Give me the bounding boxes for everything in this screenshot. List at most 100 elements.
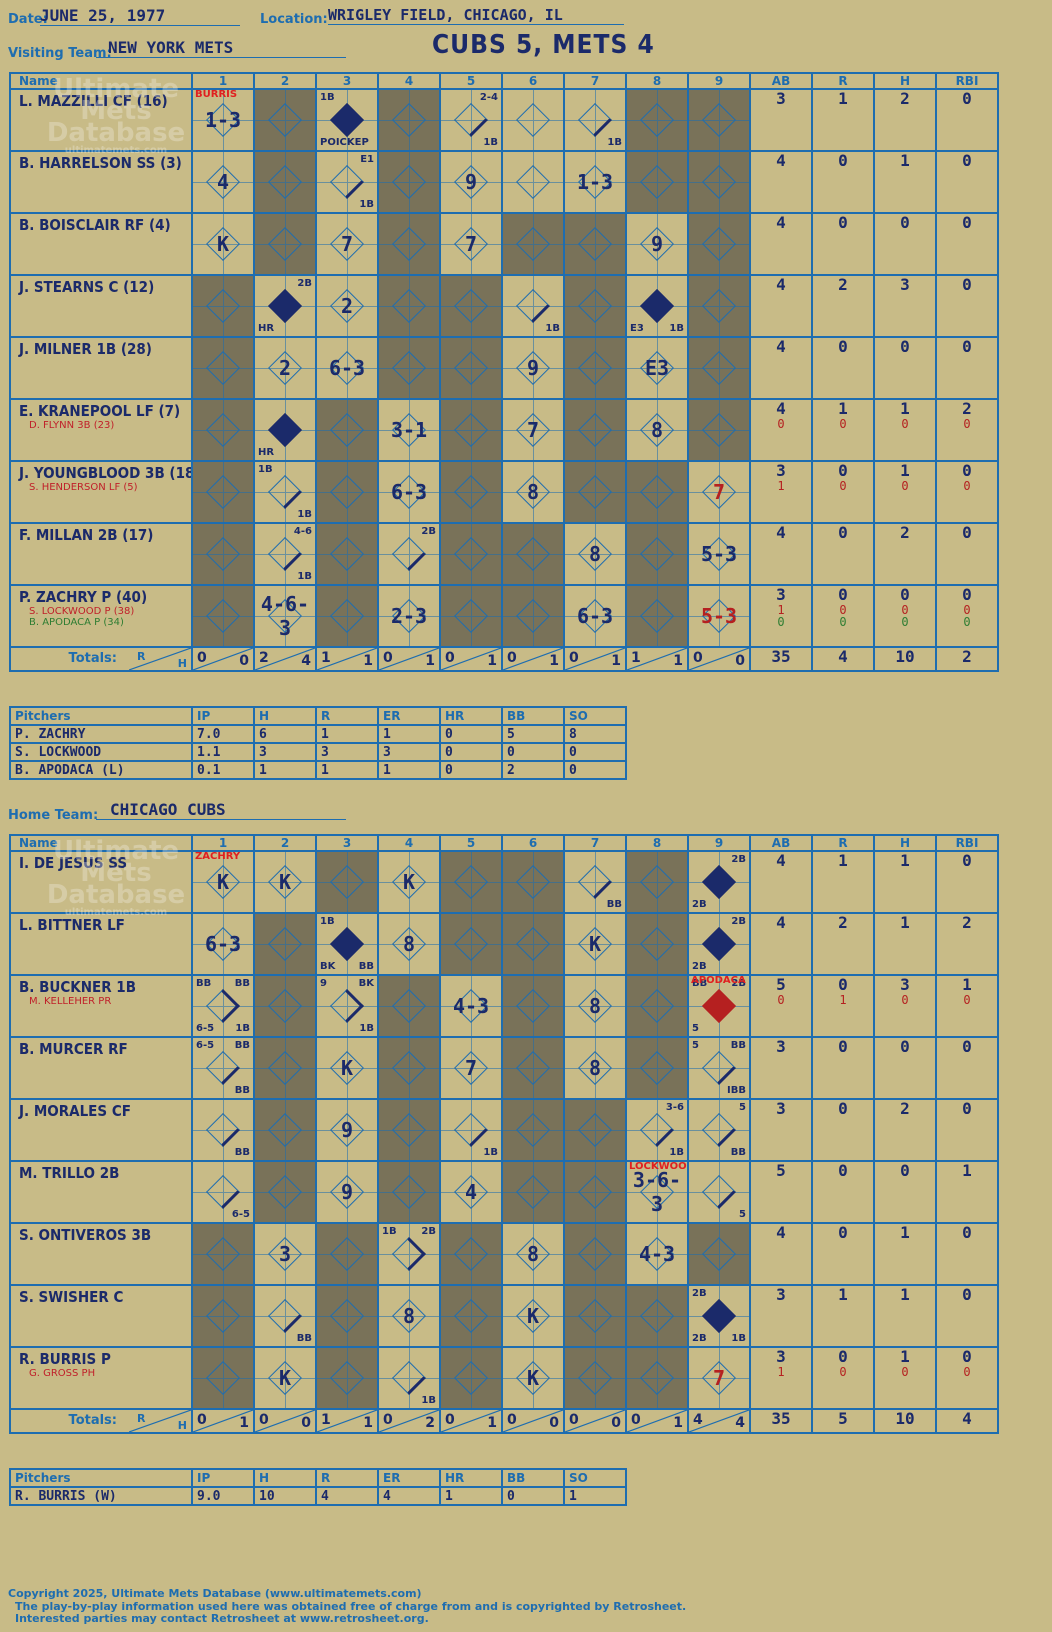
player-stat-h: 1 — [873, 1284, 937, 1348]
pitcher-h: 3 — [253, 742, 317, 762]
cell-grid-lines — [380, 1039, 438, 1097]
inning-header-9: 9 — [687, 834, 751, 852]
pitcher-change-note: ZACHRY — [195, 851, 241, 862]
player-name: B. HARRELSON SS (3) — [19, 154, 182, 172]
at-bat-cell-inning-4: 6-3 — [377, 460, 441, 524]
cell-grid-lines — [318, 977, 376, 1035]
inning-hits: 1 — [425, 653, 435, 669]
inning-runs: 0 — [197, 650, 207, 666]
scorecard-header-row: Name 1 2 3 4 5 6 7 8 9 AB R H RBI — [9, 834, 999, 852]
base-note: BB — [234, 1085, 250, 1096]
player-stat-rbi: 0 — [935, 274, 999, 338]
player-name-cell: I. DE JESUS SS — [9, 850, 193, 914]
cell-grid-lines — [628, 401, 686, 459]
play-result: 5-3 — [700, 604, 738, 628]
at-bat-cell-inning-5: 9 — [439, 150, 503, 214]
at-bat-cell-inning-9 — [687, 150, 751, 214]
at-bat-cell-inning-8 — [625, 850, 689, 914]
cell-grid-lines — [504, 215, 562, 273]
runs-key: R — [137, 650, 146, 663]
cell-grid-lines — [194, 401, 252, 459]
cell-grid-lines — [380, 525, 438, 583]
base-note: 6-5 — [196, 1023, 215, 1034]
cell-grid-lines — [566, 215, 624, 273]
at-bat-cell-inning-3: K — [315, 1036, 379, 1100]
at-bat-cell-inning-2 — [253, 1098, 317, 1162]
stat-value: 0 — [962, 151, 972, 170]
at-bat-cell-inning-8 — [625, 1284, 689, 1348]
stat-value: 0 — [839, 615, 847, 629]
stat-value: 1 — [900, 1223, 910, 1242]
stat-value: 1 — [838, 1285, 848, 1304]
diagonal-divider — [566, 1411, 624, 1431]
pitching-col-so: SO — [563, 1468, 627, 1488]
pitching-col-h: H — [253, 706, 317, 726]
cell-grid-lines — [318, 1163, 376, 1221]
name-column-header: Name — [9, 72, 193, 90]
cell-grid-lines — [566, 1163, 624, 1221]
pitcher-r: 4 — [315, 1486, 379, 1506]
cell-grid-lines — [256, 1101, 314, 1159]
diagonal-divider — [690, 1411, 748, 1431]
stat-value: 0 — [839, 417, 847, 431]
cell-grid-lines — [504, 401, 562, 459]
substitute-name: S. HENDERSON LF (5) — [29, 482, 138, 493]
cell-grid-lines — [690, 215, 748, 273]
inning-hits: 0 — [549, 1415, 559, 1431]
base-note: 1B — [545, 323, 560, 334]
cell-grid-lines — [504, 153, 562, 211]
cell-grid-lines — [628, 587, 686, 645]
cell-grid-lines — [194, 525, 252, 583]
player-row: J. MORALES CF BB 9 1B 3-6 1B 5 BB 3 0 2 0 — [9, 1098, 999, 1162]
home-scorecard: Name 1 2 3 4 5 6 7 8 9 AB R H RBI I. DE JESUS SS K ZACHR… — [9, 834, 999, 1434]
base-note: 5 — [739, 1209, 746, 1220]
cell-grid-lines — [442, 525, 500, 583]
at-bat-cell-inning-4 — [377, 88, 441, 152]
player-stat-ab: 3 — [749, 1036, 813, 1100]
base-note: HR — [258, 447, 275, 458]
inning-runs: 1 — [321, 650, 331, 666]
at-bat-cell-inning-5 — [439, 850, 503, 914]
at-bat-cell-inning-1: 6-3 — [191, 912, 255, 976]
inning-hits: 1 — [363, 653, 373, 669]
cell-grid-lines — [442, 1039, 500, 1097]
cell-grid-lines — [442, 1349, 500, 1407]
at-bat-cell-inning-4 — [377, 974, 441, 1038]
at-bat-cell-inning-9 — [687, 336, 751, 400]
base-note: 6-5 — [196, 1040, 215, 1051]
at-bat-cell-inning-4 — [377, 1036, 441, 1100]
base-note: 2B — [297, 278, 312, 289]
base-note: 5 — [739, 1102, 746, 1113]
diagonal-divider — [504, 649, 562, 669]
totals-label: Totals: — [68, 1413, 117, 1428]
substitute-name: B. APODACA P (34) — [29, 617, 124, 628]
player-name-cell: S. ONTIVEROS 3B — [9, 1222, 193, 1286]
at-bat-cell-inning-6: K — [501, 1346, 565, 1410]
stat-value: 0 — [962, 213, 972, 232]
play-result: E3 — [644, 356, 670, 380]
diagonal-divider — [442, 649, 500, 669]
stat-value: 1 — [962, 975, 972, 994]
pitching-col-bb: BB — [501, 1468, 565, 1488]
player-row: J. STEARNS C (12) 2B HR 2 1B E3 1B 4 2 3 0 — [9, 274, 999, 338]
total-value: 35 — [771, 647, 791, 666]
player-stat-rbi: 1 — [935, 1160, 999, 1224]
at-bat-cell-inning-2 — [253, 88, 317, 152]
cell-grid-lines — [628, 1349, 686, 1407]
cell-grid-lines — [380, 215, 438, 273]
player-row: L. BITTNER LF 6-3 1B BK BB 8 K 2B 2B 4 2 1 2 — [9, 912, 999, 976]
stat-value: 5 — [776, 975, 786, 994]
stat-value: 0 — [962, 1099, 972, 1118]
inning-runs: 0 — [569, 1412, 579, 1428]
pitcher-name: S. LOCKWOOD — [9, 742, 193, 762]
